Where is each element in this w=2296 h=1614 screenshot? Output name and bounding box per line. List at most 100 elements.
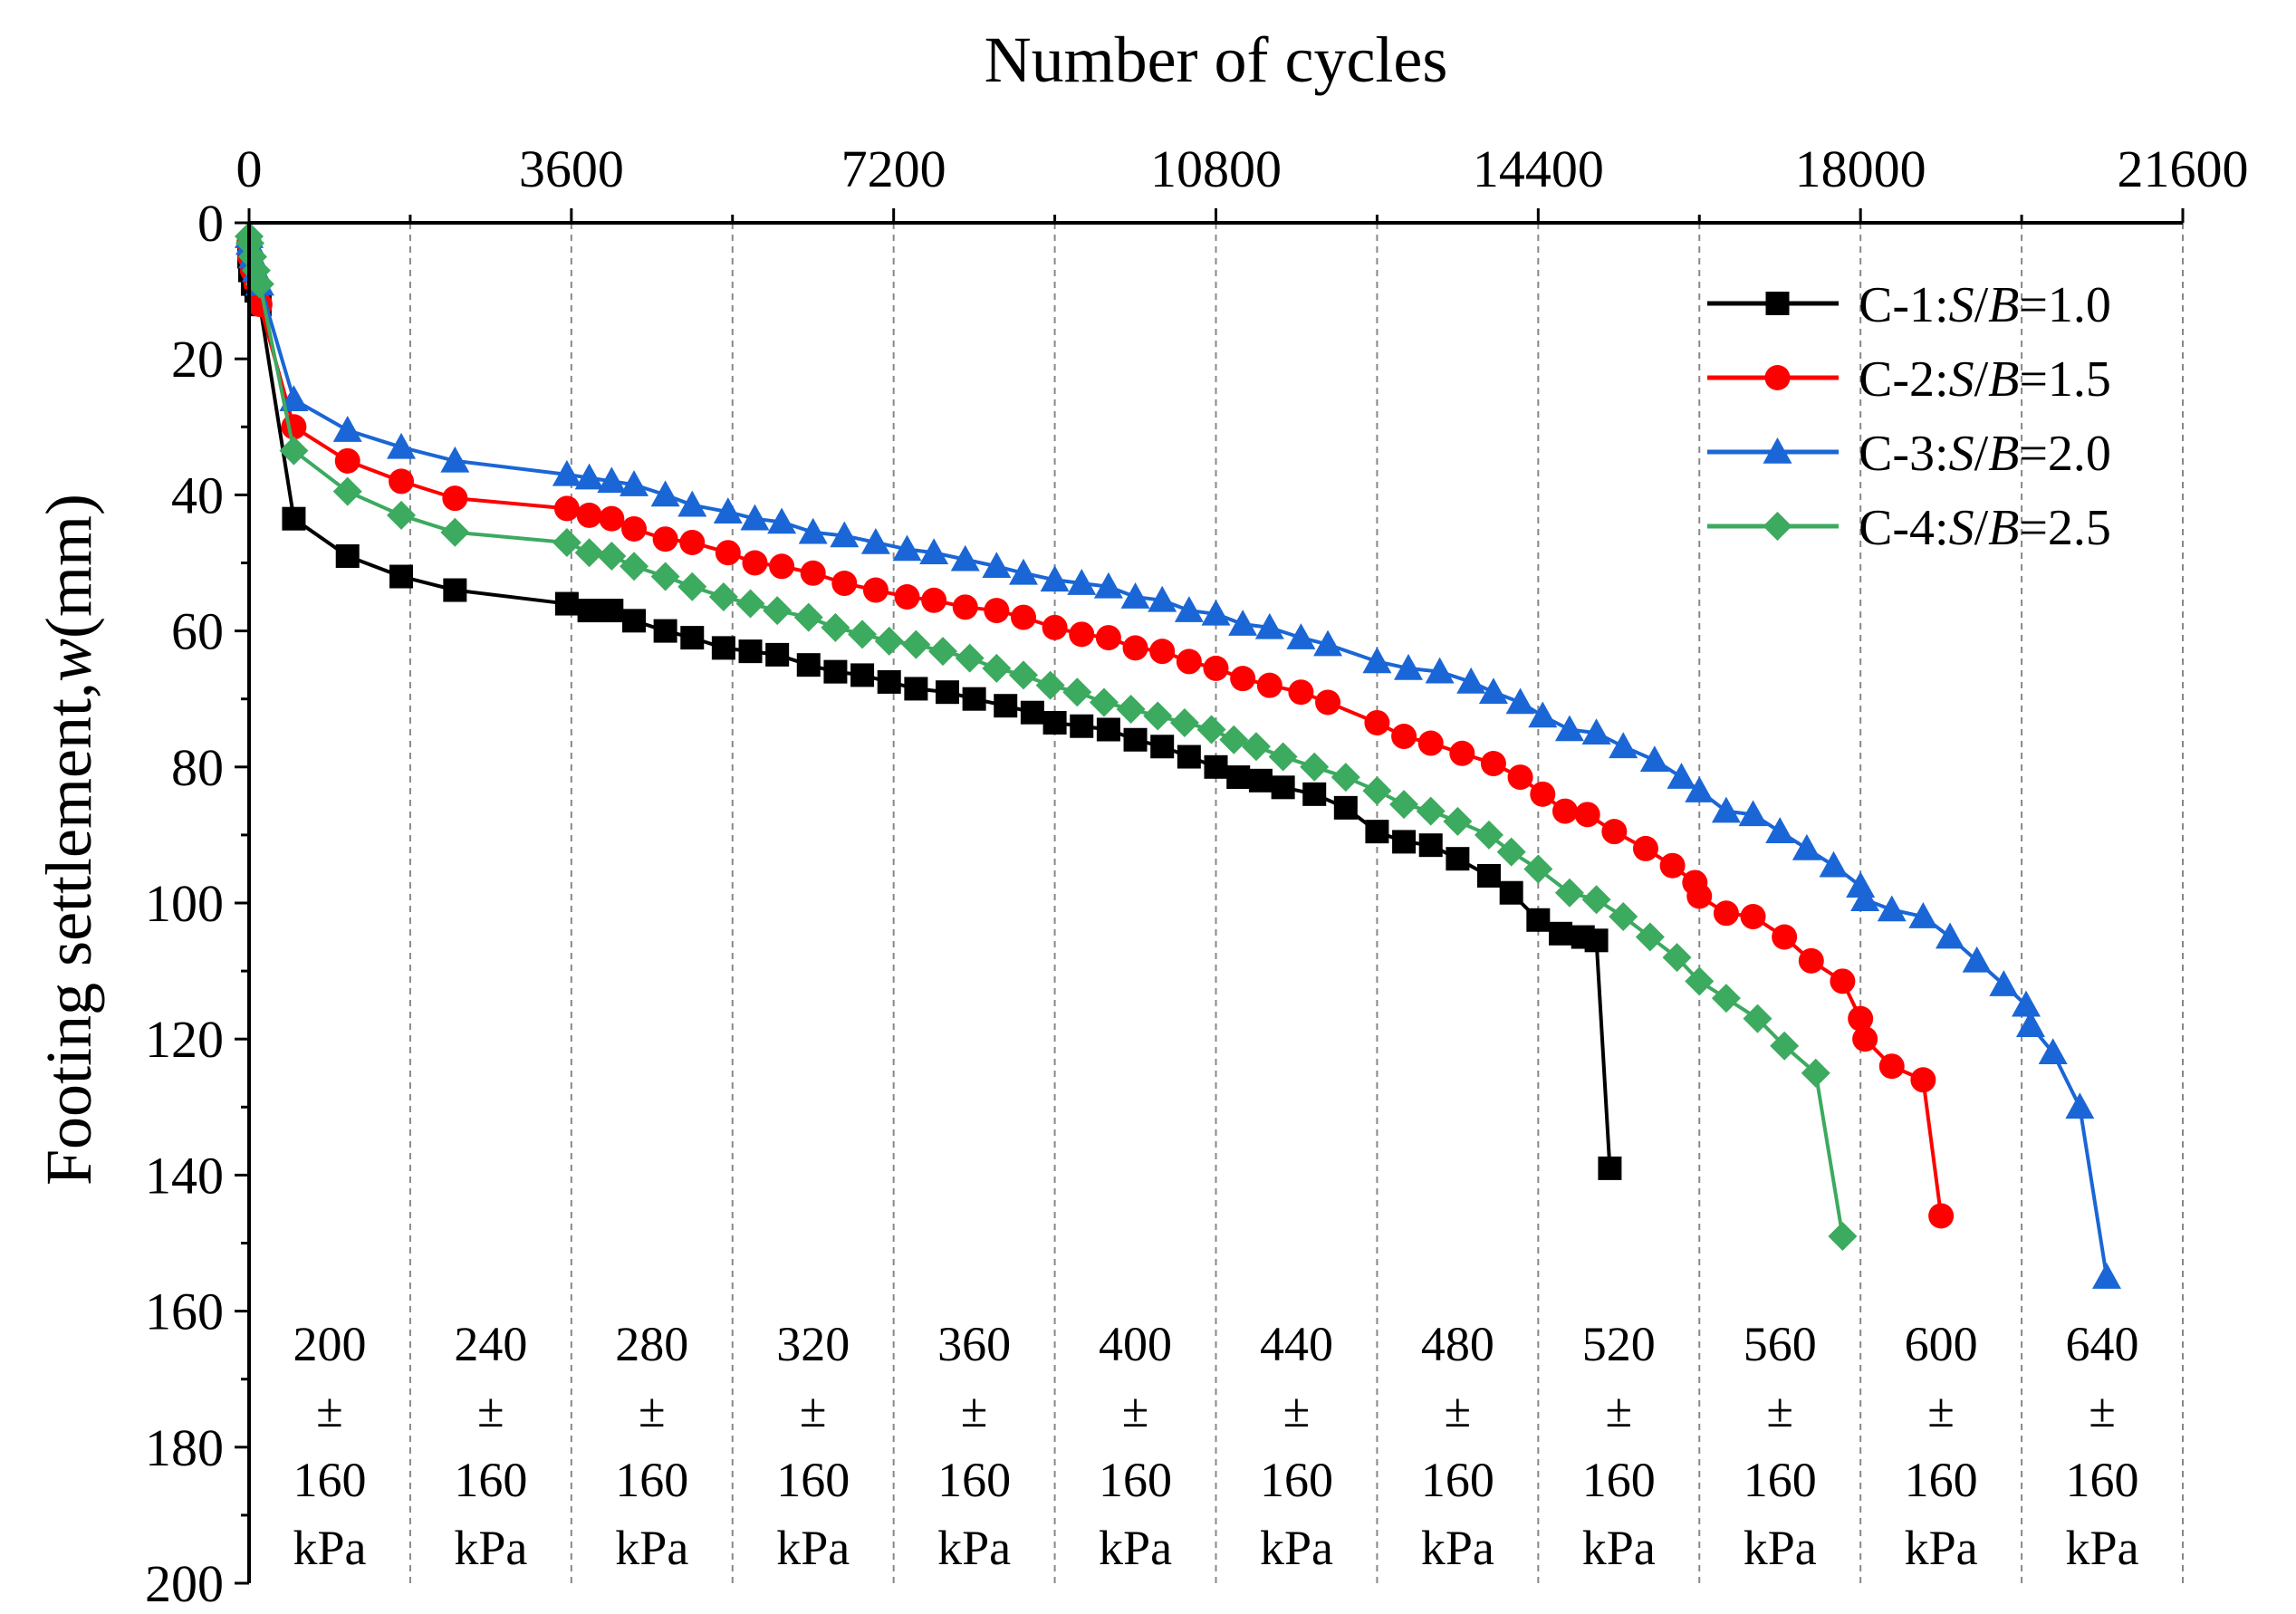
circle-marker	[1391, 724, 1417, 750]
stage-label-text: 320	[776, 1317, 850, 1371]
diamond-marker	[1300, 752, 1330, 782]
x-tick-label: 0	[236, 139, 263, 198]
circle-marker	[621, 515, 648, 542]
diamond-marker	[735, 589, 765, 619]
diamond-marker	[650, 562, 680, 591]
diamond-marker	[1801, 1058, 1830, 1088]
triangle-marker	[950, 544, 980, 572]
series-C-4	[235, 222, 1858, 1251]
stage-label-text: 160	[293, 1453, 366, 1507]
diamond-marker	[1416, 796, 1446, 826]
diamond-marker	[1763, 512, 1792, 541]
x-tick-label: 18000	[1795, 139, 1926, 198]
circle-marker	[1417, 730, 1444, 756]
stage-label-text: 480	[1421, 1317, 1494, 1371]
stage-label: 640 ±160 kPa	[2066, 1317, 2139, 1575]
triangle-marker	[892, 534, 922, 562]
triangle-marker	[1765, 817, 1795, 843]
diamond-marker	[597, 541, 627, 571]
circle-marker	[1764, 365, 1791, 390]
square-marker	[1020, 700, 1044, 725]
stage-label: 600 ±160 kPa	[1905, 1317, 1978, 1575]
square-marker	[1204, 754, 1228, 779]
circle-marker	[679, 529, 706, 555]
triangle-marker	[2015, 1011, 2045, 1037]
x-tick-label: 7200	[841, 139, 946, 198]
stage-label-text: 160	[1099, 1453, 1172, 1507]
triangle-marker	[1456, 667, 1486, 694]
triangle-marker	[1478, 677, 1508, 704]
circle-marker	[1507, 764, 1533, 791]
triangle-marker	[1639, 745, 1669, 773]
square-marker	[1150, 735, 1175, 759]
legend-label: C-4:S/B=2.5	[1859, 500, 2111, 556]
square-marker	[1333, 795, 1358, 820]
square-marker	[1248, 768, 1273, 793]
diamond-marker	[1711, 984, 1741, 1014]
diamond-marker	[574, 538, 604, 568]
circle-marker	[1798, 947, 1824, 974]
circle-marker	[894, 584, 920, 610]
diamond-marker	[1635, 922, 1665, 952]
triangle-marker	[1313, 629, 1343, 657]
y-axis-title: Footing settlement,w(mm)	[33, 494, 105, 1186]
stage-label-text: 360	[937, 1317, 1011, 1371]
x-tick-label: 21600	[2118, 139, 2249, 198]
square-marker	[850, 663, 875, 687]
stage-label-text: 560	[1744, 1317, 1817, 1371]
square-marker	[389, 564, 414, 589]
diamond-marker	[440, 517, 470, 547]
square-marker	[1365, 820, 1389, 844]
circle-marker	[769, 553, 795, 580]
square-marker	[1765, 292, 1790, 315]
diamond-marker	[1143, 701, 1173, 731]
diamond-marker	[1389, 790, 1419, 820]
circle-marker	[862, 577, 889, 603]
circle-marker	[831, 571, 858, 597]
diamond-marker	[1116, 694, 1146, 724]
stage-label-text: 280	[615, 1317, 688, 1371]
diamond-marker	[245, 269, 274, 299]
y-tick-label: 140	[145, 1146, 224, 1205]
stage-label-text: 400	[1099, 1317, 1172, 1371]
triangle-marker	[1936, 922, 1965, 949]
diamond-marker	[1089, 687, 1119, 717]
y-tick-label: 20	[171, 330, 224, 389]
circle-marker	[1122, 635, 1148, 661]
diamond-marker	[279, 436, 309, 466]
diamond-marker	[1241, 732, 1271, 762]
circle-marker	[1848, 1005, 1874, 1032]
circle-marker	[1740, 904, 1766, 930]
diamond-marker	[955, 643, 985, 673]
x-tick-label: 14400	[1473, 139, 1604, 198]
diamond-marker	[874, 626, 904, 656]
stage-label-text: 440	[1260, 1317, 1333, 1371]
y-tick-label: 200	[145, 1554, 224, 1613]
stage-label-text: 160	[1582, 1453, 1656, 1507]
stage-label-text: kPa	[1744, 1521, 1817, 1575]
stage-label: 200 ±160 kPa	[293, 1317, 366, 1575]
square-marker	[711, 636, 735, 660]
triangle-marker	[1685, 776, 1715, 802]
circle-marker	[800, 560, 826, 586]
diamond-marker	[708, 582, 738, 612]
triangle-marker	[919, 538, 949, 565]
triangle-marker	[982, 552, 1012, 579]
y-tick-label: 120	[145, 1010, 224, 1069]
stage-label-text: 160	[1744, 1453, 1817, 1507]
square-marker	[600, 599, 624, 623]
square-marker	[1549, 921, 1573, 946]
circle-marker	[1203, 655, 1229, 681]
square-marker	[1271, 775, 1295, 800]
stage-label-text: ±	[316, 1383, 343, 1437]
square-marker	[1042, 710, 1067, 735]
triangle-marker	[1362, 647, 1392, 674]
square-marker	[282, 506, 306, 531]
triangle-marker	[597, 466, 627, 494]
triangle-marker	[1989, 970, 2019, 996]
stage-label-text: 160	[1421, 1453, 1494, 1507]
diamond-marker	[1554, 878, 1584, 908]
diamond-marker	[1219, 725, 1249, 754]
diamond-marker	[928, 637, 958, 667]
stage-label-text: ±	[800, 1383, 827, 1437]
